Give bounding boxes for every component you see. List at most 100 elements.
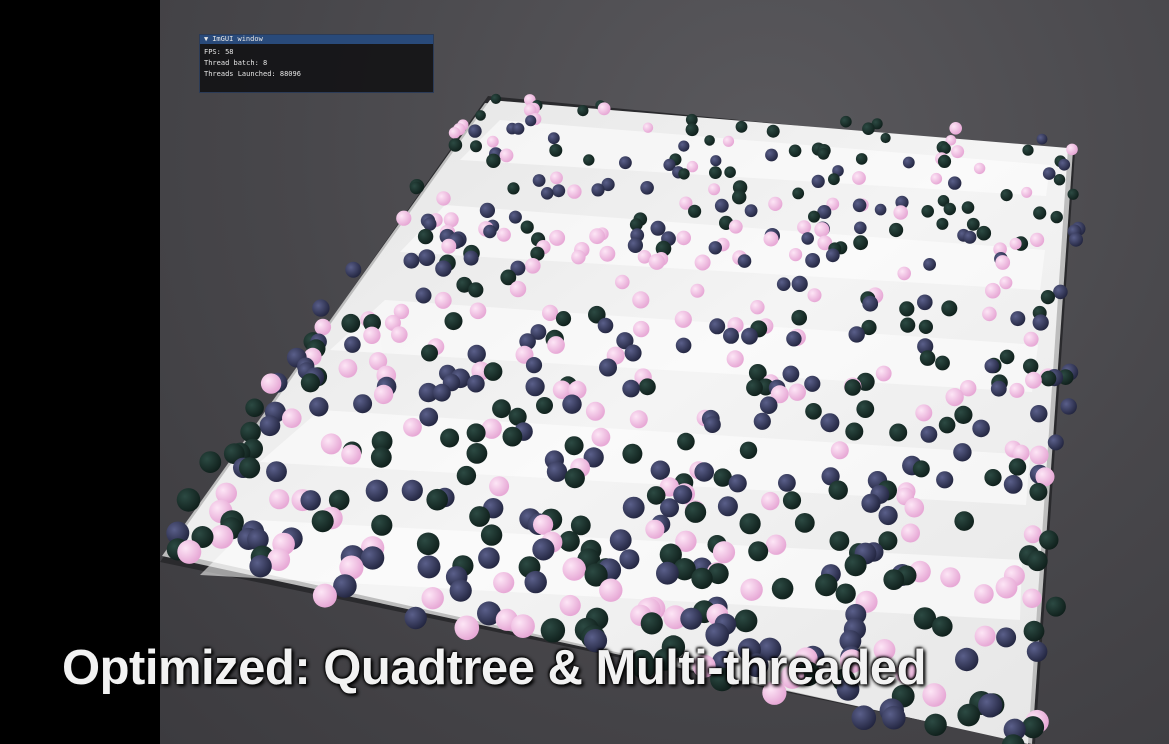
- ball-speckled-navy: [848, 326, 865, 343]
- ball-pink: [940, 567, 961, 588]
- ball-pink: [312, 583, 337, 608]
- ball-dark-green: [710, 667, 734, 692]
- ball-speckled-navy: [609, 529, 632, 551]
- ball-pink: [552, 380, 572, 400]
- ball-dark-green: [653, 648, 677, 671]
- ball-pink: [999, 276, 1013, 290]
- ball-dark-green: [766, 124, 780, 138]
- ball-dark-green: [466, 423, 486, 443]
- ball-dark-green: [555, 311, 572, 327]
- imgui-window[interactable]: ▼ ImGUI window FPS: 58 Thread batch: 8 T…: [199, 34, 434, 93]
- ball-dark-green: [732, 190, 747, 205]
- ball-speckled-navy: [417, 555, 441, 579]
- simulation-viewport[interactable]: ▼ ImGUI window FPS: 58 Thread batch: 8 T…: [160, 0, 1169, 744]
- ball-pink: [209, 525, 234, 549]
- ball-speckled-navy: [525, 377, 545, 397]
- ball-pink: [629, 410, 648, 429]
- ball-dark-green: [739, 513, 761, 535]
- ball-dark-green: [871, 118, 883, 130]
- ball-pink: [591, 427, 611, 447]
- ball-speckled-navy: [259, 415, 281, 437]
- ball-pink: [1029, 445, 1049, 465]
- ball-pink: [599, 245, 616, 262]
- ball-dark-green: [861, 319, 877, 336]
- ball-dark-green: [941, 300, 958, 317]
- ball-dark-green: [966, 217, 980, 231]
- ball-dark-green: [622, 443, 643, 464]
- ball-pink: [949, 122, 962, 135]
- ball-pink: [597, 102, 611, 116]
- ball-speckled-navy: [344, 336, 361, 353]
- ball-dark-green: [691, 567, 713, 590]
- ball-speckled-navy: [546, 461, 568, 482]
- ball-speckled-navy: [524, 570, 547, 594]
- ball-dark-green: [540, 618, 566, 643]
- ball-dark-green: [490, 93, 501, 104]
- ball-dark-green: [1022, 144, 1034, 156]
- ball-speckled-navy: [708, 241, 722, 255]
- imgui-title-bar[interactable]: ▼ ImGUI window: [200, 35, 433, 44]
- triangle-down-icon[interactable]: ▼: [204, 35, 209, 43]
- ball-dark-green: [486, 153, 501, 168]
- ball-pink: [830, 441, 849, 460]
- ball-speckled-navy: [1053, 284, 1068, 300]
- ball-dark-green: [469, 506, 490, 527]
- ball-pink: [904, 497, 925, 518]
- ball-pink: [585, 401, 605, 421]
- ball-pink: [615, 274, 630, 290]
- ball-dark-green: [416, 532, 440, 556]
- ball-dark-green: [880, 132, 891, 144]
- fps-readout: FPS: 58: [204, 48, 234, 56]
- ball-speckled-navy: [821, 467, 840, 486]
- ball-speckled-navy: [365, 479, 388, 502]
- ball-pink: [373, 384, 394, 405]
- ball-pink: [441, 238, 457, 254]
- ball-speckled-navy: [728, 474, 747, 493]
- ball-pink: [599, 578, 623, 602]
- ball-pink: [817, 235, 833, 251]
- ball-dark-green: [191, 526, 214, 548]
- ball-pink: [945, 135, 957, 146]
- ball-pink: [722, 135, 735, 147]
- ball-pink: [960, 380, 977, 397]
- ball-dark-green: [1050, 210, 1063, 224]
- ball-speckled-navy: [309, 397, 329, 417]
- ball-speckled-navy: [680, 607, 703, 630]
- ball-pink: [562, 557, 586, 581]
- ball-dark-green: [883, 569, 905, 590]
- ball-speckled-navy: [923, 258, 936, 271]
- ball-speckled-navy: [878, 505, 898, 526]
- ball-dark-green: [549, 143, 563, 157]
- ball-speckled-navy: [627, 237, 643, 253]
- ball-speckled-navy: [597, 317, 614, 334]
- ball-pink: [763, 231, 779, 247]
- ball-speckled-navy: [583, 447, 604, 468]
- ball-speckled-navy: [591, 183, 605, 197]
- ball-dark-green: [845, 422, 864, 441]
- ball-pink: [443, 212, 459, 228]
- ball-dark-green: [791, 309, 807, 326]
- ball-pink: [511, 614, 535, 638]
- ball-pink: [930, 172, 943, 185]
- ball-speckled-navy: [704, 416, 721, 433]
- ball-speckled-navy: [972, 419, 990, 438]
- ball-speckled-navy: [622, 379, 640, 398]
- ball-pink: [1021, 186, 1033, 198]
- ball-pink: [547, 336, 565, 354]
- ball-speckled-navy: [266, 461, 287, 482]
- ball-dark-green: [713, 468, 732, 487]
- ball-dark-green: [673, 558, 696, 581]
- ball-speckled-navy: [419, 407, 439, 427]
- ball-pink: [694, 254, 711, 271]
- ball-speckled-navy: [477, 601, 501, 626]
- ball-dark-green: [639, 378, 656, 396]
- ball-speckled-navy: [917, 294, 933, 311]
- ball-speckled-navy: [519, 333, 536, 350]
- ball-dark-green: [328, 489, 350, 511]
- ball-dark-green: [409, 181, 423, 195]
- ball-speckled-navy: [1010, 311, 1026, 327]
- ball-speckled-navy: [423, 217, 437, 231]
- ball-dark-green: [937, 154, 952, 168]
- ball-dark-green: [828, 480, 848, 500]
- ball-speckled-navy: [404, 606, 427, 630]
